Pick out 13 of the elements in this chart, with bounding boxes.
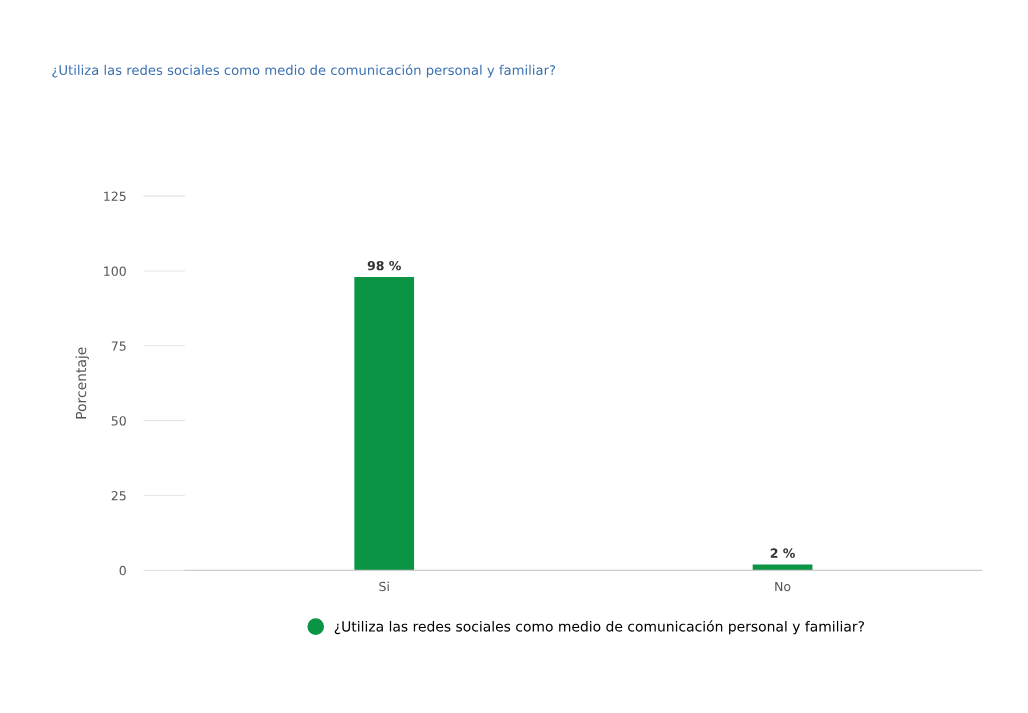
chart-title: ¿Utiliza las redes sociales como medio de comunicación personal y familiar?	[52, 64, 556, 78]
y-tick-label: 50	[111, 416, 126, 426]
y-tick-label: 75	[111, 341, 126, 351]
data-label: 2 %	[770, 548, 795, 558]
y-tick-label: 25	[111, 491, 126, 501]
x-tick-label: Si	[379, 581, 389, 592]
data-label: 98 %	[367, 260, 401, 271]
y-tick-label: 125	[104, 191, 126, 201]
y-tick-label: 100	[104, 266, 126, 276]
y-axis-title: Porcentaje	[75, 347, 89, 419]
x-tick-label: No	[775, 581, 791, 592]
legend-label: ¿Utiliza las redes sociales como medio de comunicación personal y familiar?	[334, 620, 864, 635]
y-tick-label: 0	[119, 565, 126, 576]
